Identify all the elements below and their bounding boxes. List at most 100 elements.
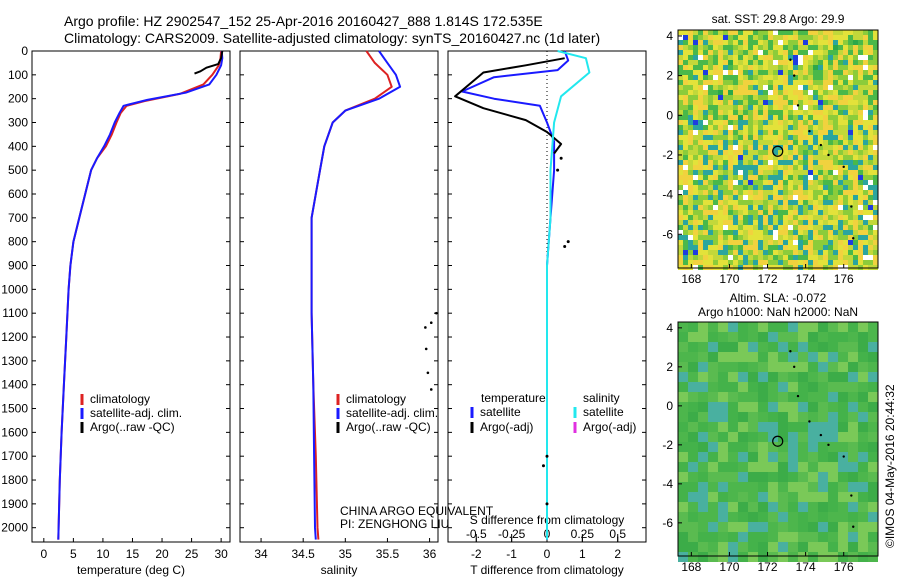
map-cell <box>718 165 723 170</box>
map-cell <box>823 50 828 55</box>
map-cell <box>803 155 808 160</box>
map-cell <box>858 115 863 120</box>
map-cell <box>693 185 698 190</box>
map-cell <box>803 260 808 265</box>
map-cell <box>838 40 843 45</box>
map-cell <box>803 70 808 75</box>
map-cell <box>833 60 838 65</box>
map-cell <box>848 205 853 210</box>
map-cell <box>873 250 878 255</box>
map-cell <box>698 35 703 40</box>
map-cell <box>863 135 868 140</box>
map-cell <box>778 50 783 55</box>
map-cell <box>833 220 838 225</box>
map-cell <box>733 60 738 65</box>
map-cell <box>708 90 713 95</box>
map-cell <box>678 140 683 145</box>
y-tick-label: 2 <box>666 69 673 83</box>
map-cell <box>863 245 868 250</box>
map-cell <box>693 125 698 130</box>
map-cell <box>713 95 718 100</box>
map-cell <box>833 245 838 250</box>
map-cell <box>733 135 738 140</box>
map-cell <box>838 195 843 200</box>
map-cell <box>813 160 818 165</box>
map-cell <box>873 95 878 100</box>
map-cell <box>818 130 823 135</box>
map-cell <box>853 135 858 140</box>
map-cell <box>738 382 748 392</box>
map-cell <box>693 45 698 50</box>
map-cell <box>753 210 758 215</box>
map-cell <box>768 200 773 205</box>
map-cell <box>843 90 848 95</box>
map-cell <box>788 140 793 145</box>
map-cell <box>688 90 693 95</box>
map-cell <box>678 382 688 392</box>
map-cell <box>738 165 743 170</box>
map-cell <box>848 235 853 240</box>
map-cell <box>758 412 768 422</box>
map-cell <box>863 180 868 185</box>
map-cell <box>873 185 878 190</box>
map-cell <box>718 492 728 502</box>
map-cell <box>863 220 868 225</box>
map-cell <box>803 35 808 40</box>
map-cell <box>738 225 743 230</box>
map-cell <box>768 552 778 562</box>
map-cell <box>798 145 803 150</box>
map-cell <box>768 215 773 220</box>
map-cell <box>728 502 738 512</box>
map-cell <box>808 120 813 125</box>
map-cell <box>828 70 833 75</box>
x-tick-label: 168 <box>681 560 701 574</box>
map-cell <box>858 85 863 90</box>
map-cell <box>743 110 748 115</box>
y-tick-label: 200 <box>8 92 28 106</box>
map-cell <box>843 230 848 235</box>
map-cell <box>828 552 838 562</box>
map-cell <box>873 50 878 55</box>
map-cell <box>858 250 863 255</box>
map-cell <box>873 125 878 130</box>
map-cell <box>708 205 713 210</box>
map-cell <box>678 135 683 140</box>
map-cell <box>758 90 763 95</box>
map-cell <box>783 150 788 155</box>
map-cell <box>683 175 688 180</box>
map-cell <box>838 215 843 220</box>
map-cell <box>853 55 858 60</box>
map-cell <box>848 322 858 332</box>
map-cell <box>778 45 783 50</box>
map-cell <box>743 210 748 215</box>
map-cell <box>803 145 808 150</box>
map-cell <box>758 210 763 215</box>
map-cell <box>723 180 728 185</box>
map-cell <box>763 160 768 165</box>
map-cell <box>698 532 708 542</box>
map-cell <box>723 55 728 60</box>
map-cell <box>838 532 848 542</box>
map-cell <box>828 110 833 115</box>
map-cell <box>868 155 873 160</box>
map-cell <box>858 382 868 392</box>
map-cell <box>828 215 833 220</box>
map-cell <box>773 205 778 210</box>
map-cell <box>713 110 718 115</box>
map-cell <box>863 105 868 110</box>
map-cell <box>793 245 798 250</box>
map-cell <box>848 35 853 40</box>
map-cell <box>683 45 688 50</box>
map-cell <box>858 50 863 55</box>
map-cell <box>818 120 823 125</box>
map-cell <box>748 90 753 95</box>
map-cell <box>873 200 878 205</box>
map-cell <box>768 432 778 442</box>
island-dot <box>789 58 792 61</box>
map-cell <box>818 165 823 170</box>
map-cell <box>783 245 788 250</box>
map-cell <box>738 240 743 245</box>
map-cell <box>768 120 773 125</box>
map-cell <box>718 115 723 120</box>
map-cell <box>703 200 708 205</box>
